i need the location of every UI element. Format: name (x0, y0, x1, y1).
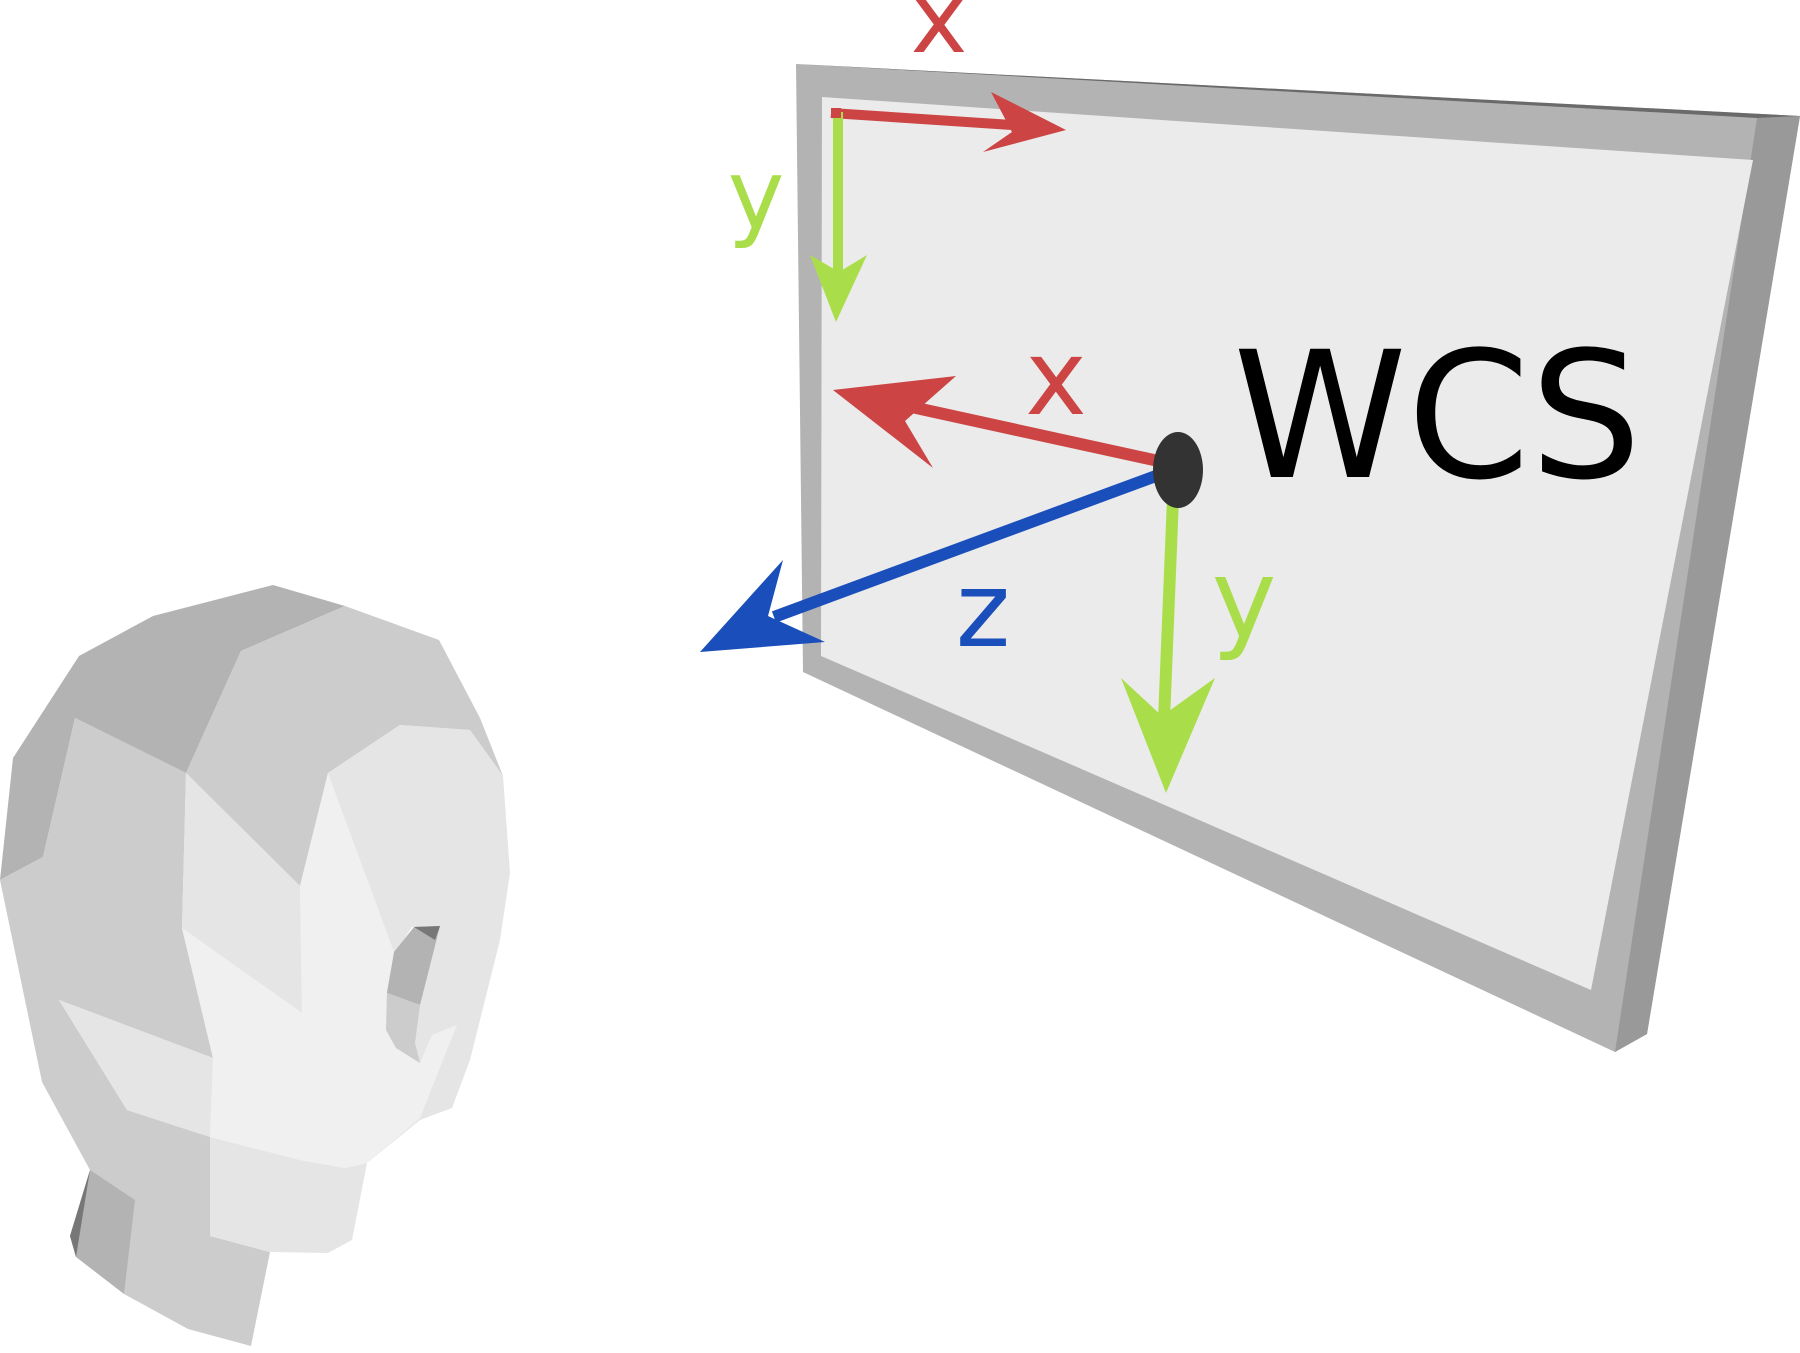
screen-y-label: y (728, 139, 785, 251)
screen-x-axis (830, 108, 1013, 130)
head-temple (182, 773, 302, 1013)
monitor-side (1615, 116, 1800, 1052)
head-top (186, 606, 503, 886)
world-x-arrowhead (833, 376, 956, 468)
screen-y-arrowhead (810, 255, 867, 322)
world-x-axis (896, 398, 1174, 470)
screen-x-label: x (911, 0, 968, 75)
world-z-label: z (956, 549, 1011, 671)
world-axes (700, 376, 1215, 793)
world-x-label: x (1025, 317, 1087, 439)
head-nose (386, 993, 420, 1063)
monitor (796, 64, 1800, 1052)
screen-x-arrowhead (983, 92, 1066, 152)
head-back-top (0, 585, 345, 880)
world-z-axis (771, 464, 1175, 623)
screen-axes (810, 92, 1066, 322)
head-neck-shadow (70, 1170, 135, 1294)
head-eye-socket (387, 926, 440, 1005)
world-y-arrowhead (1121, 678, 1215, 793)
head-back (0, 718, 270, 1346)
head-neck-edge (70, 1170, 90, 1257)
monitor-top-edge (796, 64, 1800, 118)
world-y-label: y (1211, 535, 1276, 663)
world-z-arrowhead (700, 560, 825, 652)
world-origin (1153, 432, 1203, 508)
coordinate-system-label: WCS (1233, 314, 1642, 519)
head-jaw (210, 1137, 367, 1253)
world-y-axis (1158, 473, 1180, 721)
head-cheek (182, 773, 457, 1168)
screen-origin (831, 108, 841, 118)
head-eye-lid (414, 926, 440, 940)
monitor-screen (821, 97, 1753, 990)
viewer-head (0, 585, 510, 1346)
axis-labels: x y x y z WCS (728, 0, 1642, 671)
head-ear (59, 1000, 213, 1137)
